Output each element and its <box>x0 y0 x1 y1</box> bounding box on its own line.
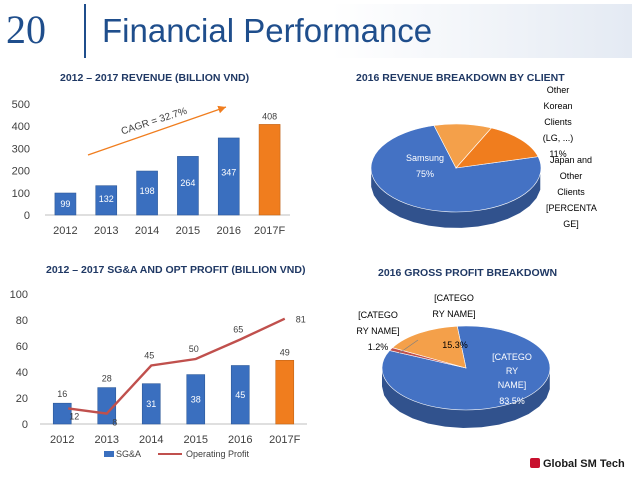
sga-xtick-label: 2017F <box>269 434 300 446</box>
sga-data-label: 31 <box>146 399 156 409</box>
operating-profit-data-label: 8 <box>112 418 117 428</box>
sga-bar <box>141 383 161 425</box>
company-logo: Global SM Tech <box>530 458 625 470</box>
pie2-main-pct: 83.5% <box>499 396 525 406</box>
revenue-bar <box>54 192 77 216</box>
revenue-xtick-label: 2017F <box>254 225 285 237</box>
slide-number: 20 <box>6 7 46 52</box>
revenue-bar <box>136 170 158 216</box>
pie2-orange-pct: 15.3% <box>442 340 468 350</box>
gross-profit-pie-title: 2016 GROSS PROFIT BREAKDOWN <box>378 267 558 279</box>
revenue-chart: 0 100 200 300 400 500 99 2012 132 2013 198 2014 264 2… <box>12 99 290 237</box>
sga-xtick-label: 2013 <box>95 434 119 446</box>
operating-profit-data-label: 81 <box>296 315 306 325</box>
sga-data-label: 49 <box>280 347 290 357</box>
revenue-ytick-label: 500 <box>12 99 30 111</box>
revenue-data-label: 198 <box>140 186 155 196</box>
sga-ytick-label: 0 <box>22 419 28 431</box>
pie2-main-label-3: NAME] <box>498 380 527 390</box>
sga-bar <box>186 374 206 425</box>
pie2-callout-small-pct: 1.2% <box>367 342 389 352</box>
sga-data-label: 45 <box>235 390 245 400</box>
pie-slice <box>455 127 539 169</box>
pie1-callout-other-korean: Other Korean Clients (LG, ...) 11% <box>536 82 580 162</box>
title-banner <box>84 4 632 58</box>
revenue-ytick-label: 200 <box>12 166 30 178</box>
revenue-ytick-label: 400 <box>12 121 30 133</box>
pie1-callout-japan: Japan and Other Clients [PERCENTA GE] <box>546 155 597 229</box>
pie1-callout-other-korean-pct: 11% <box>549 149 567 159</box>
client-pie-title: 2016 REVENUE BREAKDOWN BY CLIENT <box>356 72 565 84</box>
sga-chart-title: 2012 – 2017 SG&A AND OPT PROFIT (BILLION… <box>46 264 306 276</box>
pie2-main-label-1: [CATEGO <box>492 352 532 362</box>
revenue-data-label: 99 <box>60 199 70 209</box>
sga-chart: 0 20 40 60 80 100 16 2012 28 2013 31 2014 38 2015 45 20… <box>10 289 307 459</box>
revenue-xtick-label: 2014 <box>135 225 159 237</box>
revenue-xtick-label: 2016 <box>217 225 241 237</box>
legend-sga-swatch <box>104 451 114 457</box>
sga-data-label: 28 <box>102 374 112 384</box>
pie1-callout-other-korean-label: Other Korean Clients (LG, ...) <box>542 85 574 143</box>
revenue-xtick-label: 2012 <box>53 225 77 237</box>
sga-ytick-label: 80 <box>16 315 28 327</box>
legend-op-profit-label: Operating Profit <box>186 449 250 459</box>
pie-slice <box>370 125 542 213</box>
revenue-ytick-label: 300 <box>12 143 30 155</box>
revenue-data-label: 264 <box>180 178 195 188</box>
logo-mark-icon <box>530 458 540 468</box>
revenue-xtick-label: 2015 <box>176 225 200 237</box>
sga-ytick-label: 100 <box>10 289 28 301</box>
pie2-callout-orange-label: [CATEGO RY NAME] <box>432 293 476 319</box>
revenue-ytick-label: 100 <box>12 188 30 200</box>
logo-text: Global SM Tech <box>543 458 625 470</box>
revenue-bar <box>258 124 281 216</box>
revenue-xtick-label: 2013 <box>94 225 118 237</box>
pie-slice-side <box>371 170 541 228</box>
sga-bar <box>52 402 72 425</box>
pie2-callout-small: [CATEGO RY NAME] 1.2% <box>352 307 404 355</box>
pie2-leader-line <box>397 339 419 355</box>
revenue-data-label: 347 <box>221 168 236 178</box>
sga-data-label: 38 <box>191 394 201 404</box>
revenue-bar <box>95 185 118 216</box>
pie1-samsung-pct: 75% <box>416 169 434 179</box>
sga-bar <box>275 359 295 425</box>
sga-bar <box>97 387 117 425</box>
pie2-callout-orange: [CATEGO RY NAME] <box>432 290 476 322</box>
sga-xtick-label: 2012 <box>50 434 74 446</box>
revenue-bar <box>177 156 199 216</box>
revenue-ytick-label: 0 <box>24 210 30 222</box>
revenue-data-label: 132 <box>99 194 114 204</box>
revenue-data-label: 408 <box>262 111 277 121</box>
legend-sga-label: SG&A <box>116 449 141 459</box>
client-pie-chart: Samsung 75% <box>370 123 542 228</box>
revenue-bar <box>217 137 240 216</box>
operating-profit-data-label: 50 <box>189 344 199 354</box>
operating-profit-data-label: 65 <box>233 325 243 335</box>
pie-slice-side <box>382 368 550 428</box>
sga-xtick-label: 2016 <box>228 434 252 446</box>
sga-bar <box>230 365 250 425</box>
cagr-arrow <box>87 105 227 156</box>
cagr-annotation: CAGR = 32.7% <box>120 106 189 138</box>
sga-ytick-label: 60 <box>16 341 28 353</box>
revenue-chart-title: 2012 – 2017 REVENUE (BILLION VND) <box>60 72 250 84</box>
operating-profit-data-label: 45 <box>144 351 154 361</box>
pie2-main-label-2: RY <box>506 366 518 376</box>
page-title: Financial Performance <box>102 12 433 49</box>
operating-profit-data-label: 12 <box>69 411 79 421</box>
pie2-callout-small-label: [CATEGO RY NAME] <box>356 310 400 336</box>
pie-slice <box>391 325 467 369</box>
pie1-samsung-label: Samsung <box>406 153 444 163</box>
gross-profit-pie-chart: [CATEGO RY NAME] 83.5% 15.3% <box>381 325 551 428</box>
sga-ytick-label: 40 <box>16 367 28 379</box>
sga-ytick-label: 20 <box>16 393 28 405</box>
sga-data-label: 16 <box>57 389 67 399</box>
sga-xtick-label: 2015 <box>184 434 208 446</box>
operating-profit-line <box>68 317 286 415</box>
sga-xtick-label: 2014 <box>139 434 163 446</box>
